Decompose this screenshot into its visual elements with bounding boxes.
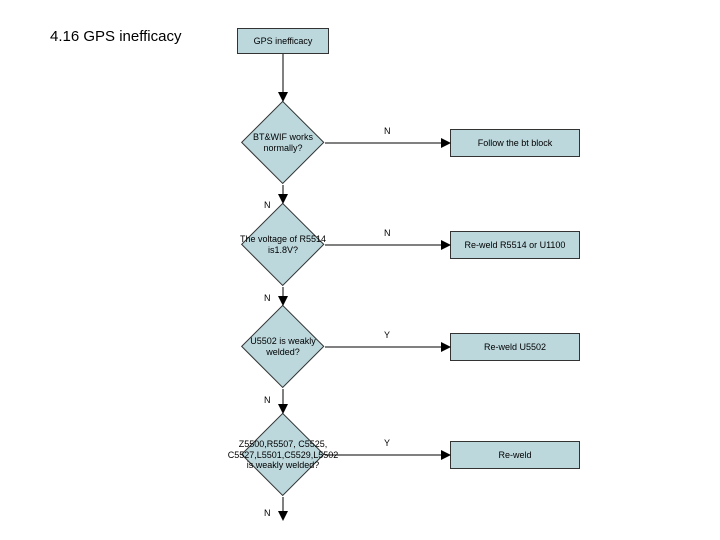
node-d4 (241, 413, 325, 497)
edge-label: N (264, 293, 271, 303)
node-start-label: GPS inefficacy (254, 36, 313, 46)
node-r1: Follow the bt block (450, 129, 580, 157)
connectors (0, 0, 720, 540)
node-d3 (241, 305, 325, 389)
edge-label: Y (384, 330, 390, 340)
edge-label: N (384, 228, 391, 238)
page-title: 4.16 GPS inefficacy (50, 28, 181, 45)
node-d2 (241, 203, 325, 287)
node-r4: Re-weld (450, 441, 580, 469)
edge-label: Y (384, 438, 390, 448)
node-d1 (241, 101, 325, 185)
node-r2: Re-weld R5514 or U1100 (450, 231, 580, 259)
node-r2-label: Re-weld R5514 or U1100 (465, 240, 566, 250)
node-start: GPS inefficacy (237, 28, 329, 54)
edge-label: N (384, 126, 391, 136)
node-r3: Re-weld U5502 (450, 333, 580, 361)
edge-label: N (264, 200, 271, 210)
node-r1-label: Follow the bt block (478, 138, 553, 148)
node-r4-label: Re-weld (498, 450, 531, 460)
edge-label: N (264, 395, 271, 405)
node-r3-label: Re-weld U5502 (484, 342, 546, 352)
edge-label: N (264, 508, 271, 518)
